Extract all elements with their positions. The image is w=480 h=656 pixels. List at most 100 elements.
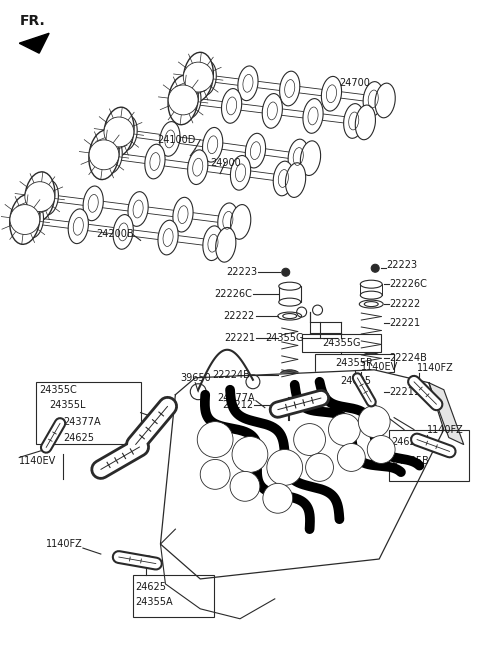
Ellipse shape <box>284 375 296 387</box>
Circle shape <box>306 453 334 482</box>
Circle shape <box>10 205 40 234</box>
Ellipse shape <box>245 133 265 168</box>
Ellipse shape <box>218 203 238 237</box>
Text: 1140FZ: 1140FZ <box>417 363 454 373</box>
Bar <box>326 372 384 390</box>
Ellipse shape <box>278 312 301 320</box>
Circle shape <box>200 459 230 489</box>
Polygon shape <box>160 370 444 579</box>
Ellipse shape <box>216 228 236 262</box>
Bar <box>389 430 468 482</box>
Ellipse shape <box>238 66 258 100</box>
Text: 24900: 24900 <box>210 157 241 168</box>
Ellipse shape <box>188 150 208 184</box>
Ellipse shape <box>360 291 382 299</box>
Ellipse shape <box>300 141 321 176</box>
Circle shape <box>263 483 293 513</box>
Text: 24355G: 24355G <box>322 338 360 348</box>
Circle shape <box>337 443 365 472</box>
Ellipse shape <box>360 300 383 308</box>
Polygon shape <box>160 529 275 619</box>
Ellipse shape <box>38 180 59 215</box>
Text: 22224B: 22224B <box>389 353 427 363</box>
Circle shape <box>267 449 302 485</box>
Text: 24625: 24625 <box>340 376 371 386</box>
Ellipse shape <box>363 81 384 116</box>
Ellipse shape <box>104 107 134 157</box>
Ellipse shape <box>344 104 364 138</box>
Text: 22224B: 22224B <box>212 370 250 380</box>
Circle shape <box>104 117 134 147</box>
Ellipse shape <box>370 411 385 417</box>
Text: 24700: 24700 <box>339 78 370 88</box>
Ellipse shape <box>288 139 308 174</box>
Ellipse shape <box>365 358 377 370</box>
Ellipse shape <box>102 138 122 173</box>
Text: 22211: 22211 <box>389 387 420 397</box>
Ellipse shape <box>10 195 40 244</box>
Circle shape <box>25 182 55 212</box>
Bar <box>132 575 214 617</box>
Text: 24625: 24625 <box>391 436 422 447</box>
Ellipse shape <box>83 186 103 220</box>
Text: 24355A: 24355A <box>136 597 173 607</box>
Text: 24100D: 24100D <box>157 134 196 145</box>
Ellipse shape <box>183 52 213 102</box>
Text: 1140FZ: 1140FZ <box>46 539 83 549</box>
Ellipse shape <box>360 280 382 288</box>
Ellipse shape <box>128 192 148 226</box>
Bar <box>314 354 394 372</box>
Text: 22222: 22222 <box>389 299 420 309</box>
Ellipse shape <box>24 203 44 238</box>
Ellipse shape <box>375 83 395 118</box>
Ellipse shape <box>230 155 251 190</box>
Circle shape <box>282 268 290 276</box>
Text: 24355L: 24355L <box>49 400 85 410</box>
Polygon shape <box>19 33 49 53</box>
Ellipse shape <box>364 302 378 306</box>
Text: 24355C: 24355C <box>39 384 77 395</box>
Text: 1140EV: 1140EV <box>361 362 398 372</box>
Circle shape <box>183 62 213 92</box>
Ellipse shape <box>262 94 282 129</box>
Bar <box>279 286 300 302</box>
Bar <box>36 382 141 443</box>
Ellipse shape <box>113 215 133 249</box>
Text: 24377A: 24377A <box>217 393 255 403</box>
Ellipse shape <box>24 172 55 222</box>
Ellipse shape <box>89 130 119 180</box>
Circle shape <box>197 422 233 457</box>
Text: 22223: 22223 <box>226 267 257 277</box>
Text: 22222: 22222 <box>224 311 255 321</box>
Text: 22212: 22212 <box>222 400 253 410</box>
Circle shape <box>367 436 395 463</box>
Circle shape <box>190 384 206 400</box>
Ellipse shape <box>196 61 216 95</box>
Ellipse shape <box>158 220 178 255</box>
Text: 24377A: 24377A <box>63 417 101 426</box>
Ellipse shape <box>280 370 300 380</box>
Ellipse shape <box>286 163 306 197</box>
Text: 22221: 22221 <box>224 333 255 343</box>
Bar <box>301 334 381 352</box>
Text: FR.: FR. <box>19 14 45 28</box>
Ellipse shape <box>281 419 297 424</box>
Circle shape <box>371 264 379 272</box>
Ellipse shape <box>283 314 297 319</box>
Circle shape <box>232 436 268 472</box>
Circle shape <box>294 424 325 455</box>
Ellipse shape <box>361 353 381 363</box>
Text: 24355B: 24355B <box>391 457 429 466</box>
Ellipse shape <box>230 205 251 239</box>
Text: 24625: 24625 <box>136 582 167 592</box>
Text: 24355R: 24355R <box>336 358 373 368</box>
Text: 22226C: 22226C <box>214 289 252 299</box>
Ellipse shape <box>203 226 223 260</box>
Ellipse shape <box>279 298 300 306</box>
Text: 24625: 24625 <box>63 432 94 443</box>
Text: 24200B: 24200B <box>96 230 133 239</box>
Text: 1140EV: 1140EV <box>19 457 57 466</box>
Ellipse shape <box>355 105 375 140</box>
Ellipse shape <box>181 83 201 118</box>
Text: 22226C: 22226C <box>389 279 427 289</box>
